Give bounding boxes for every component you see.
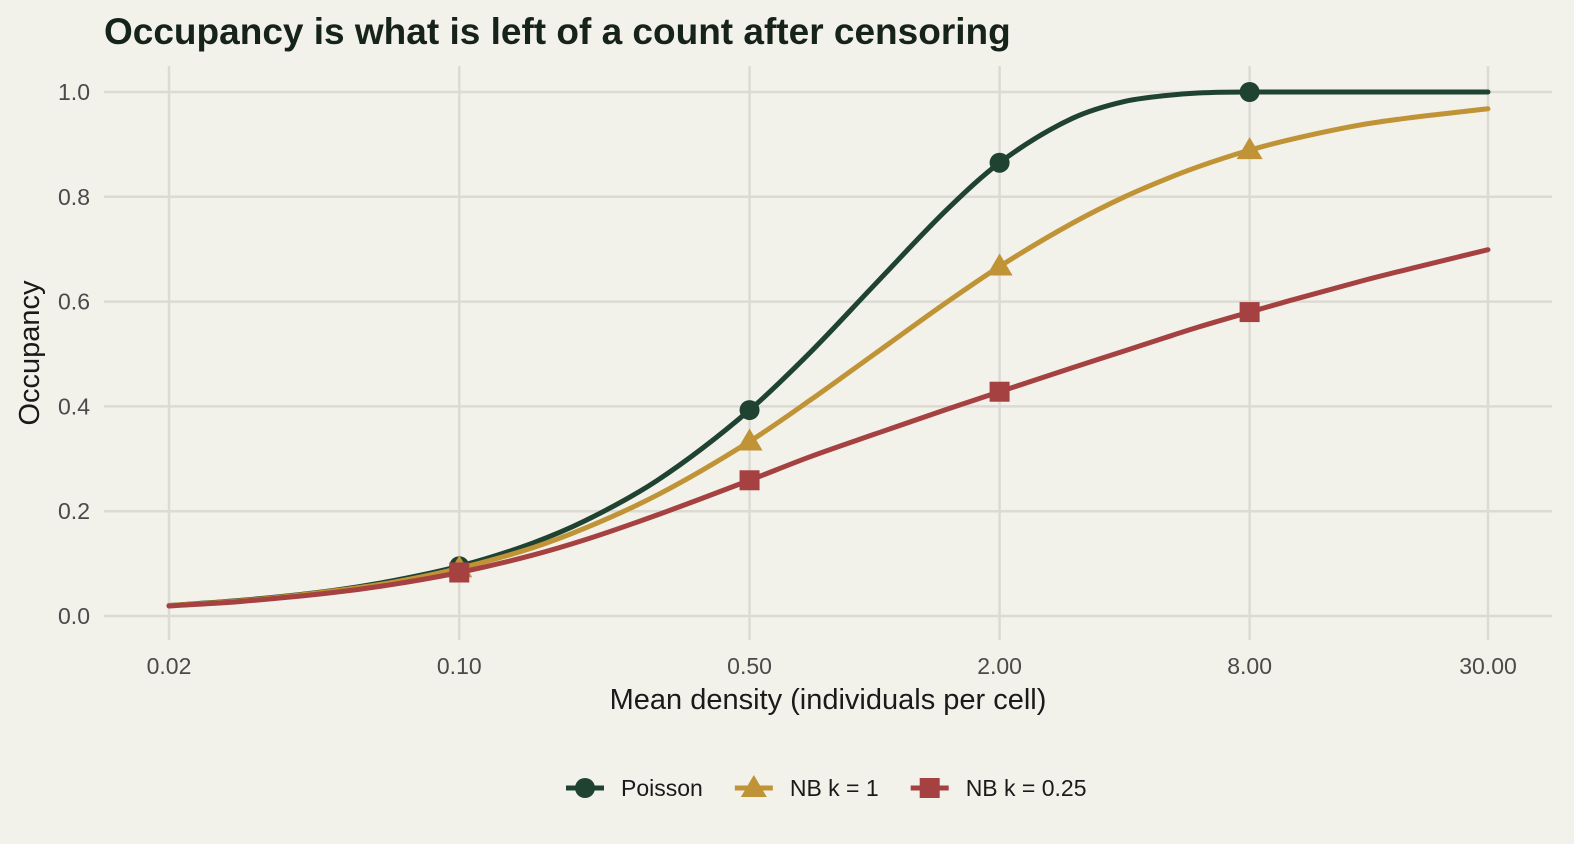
- data-point: [736, 428, 763, 451]
- legend-label: NB k = 0.25: [966, 775, 1087, 801]
- legend-item: NB k = 1: [734, 775, 879, 801]
- x-tick-label: 0.02: [147, 653, 192, 679]
- data-point: [739, 400, 760, 421]
- legend: Poisson NB k = 1 NB k = 0.25: [566, 775, 1087, 801]
- y-axis-title: Occupancy: [14, 280, 46, 426]
- grid: [104, 66, 1552, 640]
- y-tick-label: 0.8: [58, 184, 90, 210]
- y-tick-label: 0.4: [58, 393, 90, 419]
- legend-swatch-marker: [740, 775, 767, 797]
- y-tick-label: 0.0: [58, 603, 90, 629]
- x-tick-label: 30.00: [1459, 653, 1517, 679]
- series-nb-k-1: [166, 106, 1491, 609]
- tick-labels: 0.0 0.2 0.4 0.6 0.8 1.0 0.02 0.10 0.50 2.00 8.00 30…: [58, 79, 1517, 679]
- data-point: [989, 381, 1010, 402]
- data-point: [989, 152, 1010, 173]
- legend-label: Poisson: [621, 775, 703, 801]
- legend-swatch-marker: [919, 778, 940, 798]
- series-line: [166, 247, 1491, 609]
- chart-title: Occupancy is what is left of a count aft…: [104, 11, 1011, 52]
- legend-swatch-marker: [575, 778, 595, 798]
- series-line: [166, 89, 1491, 609]
- data-point: [739, 470, 760, 491]
- y-tick-label: 1.0: [58, 79, 90, 105]
- series-poisson: [166, 82, 1491, 609]
- data-point: [1239, 302, 1260, 323]
- legend-label: NB k = 1: [790, 775, 879, 801]
- data-point: [1239, 82, 1260, 102]
- y-tick-label: 0.2: [58, 498, 90, 524]
- x-tick-label: 2.00: [977, 653, 1022, 679]
- y-tick-label: 0.6: [58, 289, 90, 315]
- x-tick-label: 0.50: [727, 653, 772, 679]
- data-point: [1236, 137, 1263, 160]
- data-point: [449, 562, 470, 583]
- series-layer: [166, 82, 1491, 609]
- data-point: [986, 253, 1013, 276]
- series-nb-k-0-25: [166, 247, 1491, 609]
- legend-item: Poisson: [566, 775, 703, 801]
- legend-item: NB k = 0.25: [910, 775, 1087, 801]
- x-tick-label: 8.00: [1227, 653, 1272, 679]
- x-tick-label: 0.10: [437, 653, 482, 679]
- series-line: [166, 106, 1491, 609]
- x-axis-title: Mean density (individuals per cell): [610, 684, 1047, 716]
